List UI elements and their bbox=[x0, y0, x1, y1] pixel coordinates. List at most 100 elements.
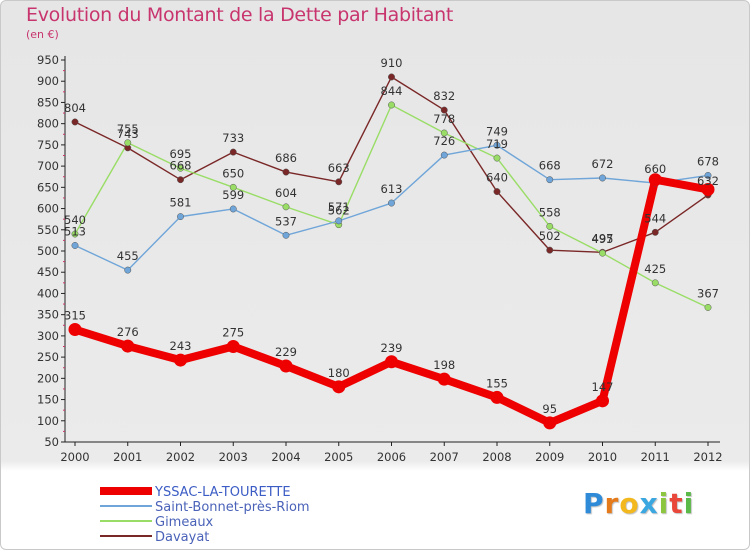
data-label: 668 bbox=[170, 159, 192, 173]
data-point bbox=[704, 171, 712, 179]
logo-letter: o bbox=[619, 487, 640, 520]
data-point bbox=[701, 182, 715, 196]
data-point bbox=[599, 174, 606, 182]
data-point bbox=[651, 228, 659, 236]
x-tick-label: 2005 bbox=[324, 450, 353, 464]
data-label: 832 bbox=[433, 89, 455, 103]
data-label: 844 bbox=[381, 84, 403, 98]
data-label: 502 bbox=[539, 229, 561, 243]
x-tick-label: 2006 bbox=[377, 450, 406, 464]
data-label: 695 bbox=[170, 147, 192, 161]
data-label: 229 bbox=[275, 345, 297, 359]
data-label: 239 bbox=[381, 341, 403, 355]
data-point bbox=[282, 168, 290, 176]
data-point bbox=[437, 372, 451, 386]
data-label: 726 bbox=[433, 134, 455, 148]
logo-letter: i bbox=[658, 487, 670, 520]
x-tick-label: 2010 bbox=[588, 450, 617, 464]
x-tick-label: 2011 bbox=[641, 450, 670, 464]
y-tick-label: 300 bbox=[37, 329, 59, 343]
data-point bbox=[177, 213, 184, 221]
data-label: 672 bbox=[592, 157, 614, 171]
y-tick-label: 700 bbox=[37, 159, 59, 173]
data-point bbox=[651, 279, 659, 287]
data-label: 640 bbox=[486, 171, 508, 185]
x-tick-label: 2004 bbox=[271, 450, 300, 464]
data-label: 604 bbox=[275, 186, 297, 200]
data-label: 733 bbox=[222, 131, 244, 145]
data-label: 686 bbox=[275, 151, 297, 165]
data-label: 95 bbox=[542, 402, 557, 416]
data-label: 367 bbox=[697, 286, 719, 300]
data-point bbox=[596, 394, 609, 408]
data-point bbox=[177, 176, 184, 184]
x-tick-label: 2008 bbox=[482, 450, 511, 464]
data-label: 804 bbox=[64, 101, 86, 115]
data-label: 632 bbox=[697, 174, 719, 188]
data-point bbox=[546, 246, 554, 254]
data-label: 276 bbox=[117, 325, 139, 339]
data-point bbox=[335, 178, 343, 186]
data-point bbox=[599, 249, 606, 257]
data-point bbox=[388, 73, 395, 81]
legend-label: Saint-Bonnet-près-Riom bbox=[155, 500, 310, 515]
data-label: 425 bbox=[644, 262, 666, 276]
x-tick-label: 2009 bbox=[535, 450, 564, 464]
data-label: 147 bbox=[592, 380, 614, 394]
y-tick-label: 450 bbox=[37, 265, 59, 279]
x-tick-label: 2007 bbox=[430, 450, 459, 464]
logo-letter: i bbox=[683, 487, 695, 520]
data-label: 719 bbox=[486, 137, 508, 151]
data-point bbox=[388, 199, 395, 207]
x-tick-label: 2002 bbox=[166, 450, 195, 464]
data-label: 275 bbox=[222, 326, 244, 340]
y-tick-label: 100 bbox=[37, 414, 59, 428]
data-label: 544 bbox=[644, 211, 666, 225]
data-point bbox=[332, 380, 346, 394]
y-tick-label: 750 bbox=[37, 138, 59, 152]
y-tick-label: 500 bbox=[37, 244, 59, 258]
data-label: 613 bbox=[381, 182, 403, 196]
value-labels: 804 743 668 733 686 663 910 832 640 502 497 544 632 5… bbox=[64, 56, 719, 416]
y-tick-label: 600 bbox=[37, 202, 59, 216]
data-point bbox=[282, 203, 290, 211]
x-tick-label: 2012 bbox=[693, 450, 722, 464]
legend-label: Gimeaux bbox=[155, 515, 214, 530]
chart-title: Evolution du Montant de la Dette par Hab… bbox=[26, 4, 454, 26]
data-point bbox=[493, 141, 501, 149]
y-tick-label: 150 bbox=[37, 393, 59, 407]
data-label: 581 bbox=[170, 196, 192, 210]
y-tick-label: 950 bbox=[37, 53, 59, 67]
chart-axes: 50 100 150 200 250 300 350 400 450 500 550 600 650 70… bbox=[37, 53, 723, 464]
data-point bbox=[279, 359, 293, 373]
data-label: 755 bbox=[117, 122, 139, 136]
y-tick-label: 50 bbox=[44, 435, 59, 449]
data-label: 198 bbox=[433, 358, 455, 372]
data-point bbox=[388, 101, 395, 109]
logo-letter: P bbox=[583, 487, 605, 520]
data-label: 678 bbox=[697, 154, 719, 168]
logo-letter: t bbox=[669, 487, 684, 520]
data-point bbox=[229, 205, 237, 213]
data-point bbox=[493, 154, 501, 162]
data-point bbox=[704, 304, 712, 311]
data-label: 497 bbox=[592, 231, 614, 245]
data-point bbox=[124, 266, 132, 274]
data-point bbox=[71, 230, 79, 238]
y-tick-label: 550 bbox=[37, 223, 59, 237]
data-point bbox=[335, 217, 343, 225]
data-label: 495 bbox=[592, 232, 614, 246]
series-lines bbox=[73, 76, 709, 427]
data-label: 660 bbox=[644, 162, 666, 176]
legend: YSSAC-LA-TOURETTESaint-Bonnet-près-RiomG… bbox=[100, 485, 310, 545]
data-label: 455 bbox=[117, 249, 139, 263]
data-label: 650 bbox=[222, 166, 244, 180]
data-point bbox=[282, 231, 290, 239]
y-tick-label: 400 bbox=[37, 286, 59, 300]
data-point bbox=[121, 339, 135, 353]
data-label: 663 bbox=[328, 161, 350, 175]
proxiti-logo: Proxiti bbox=[583, 487, 694, 520]
data-label: 778 bbox=[433, 112, 455, 126]
data-label: 571 bbox=[328, 200, 350, 214]
